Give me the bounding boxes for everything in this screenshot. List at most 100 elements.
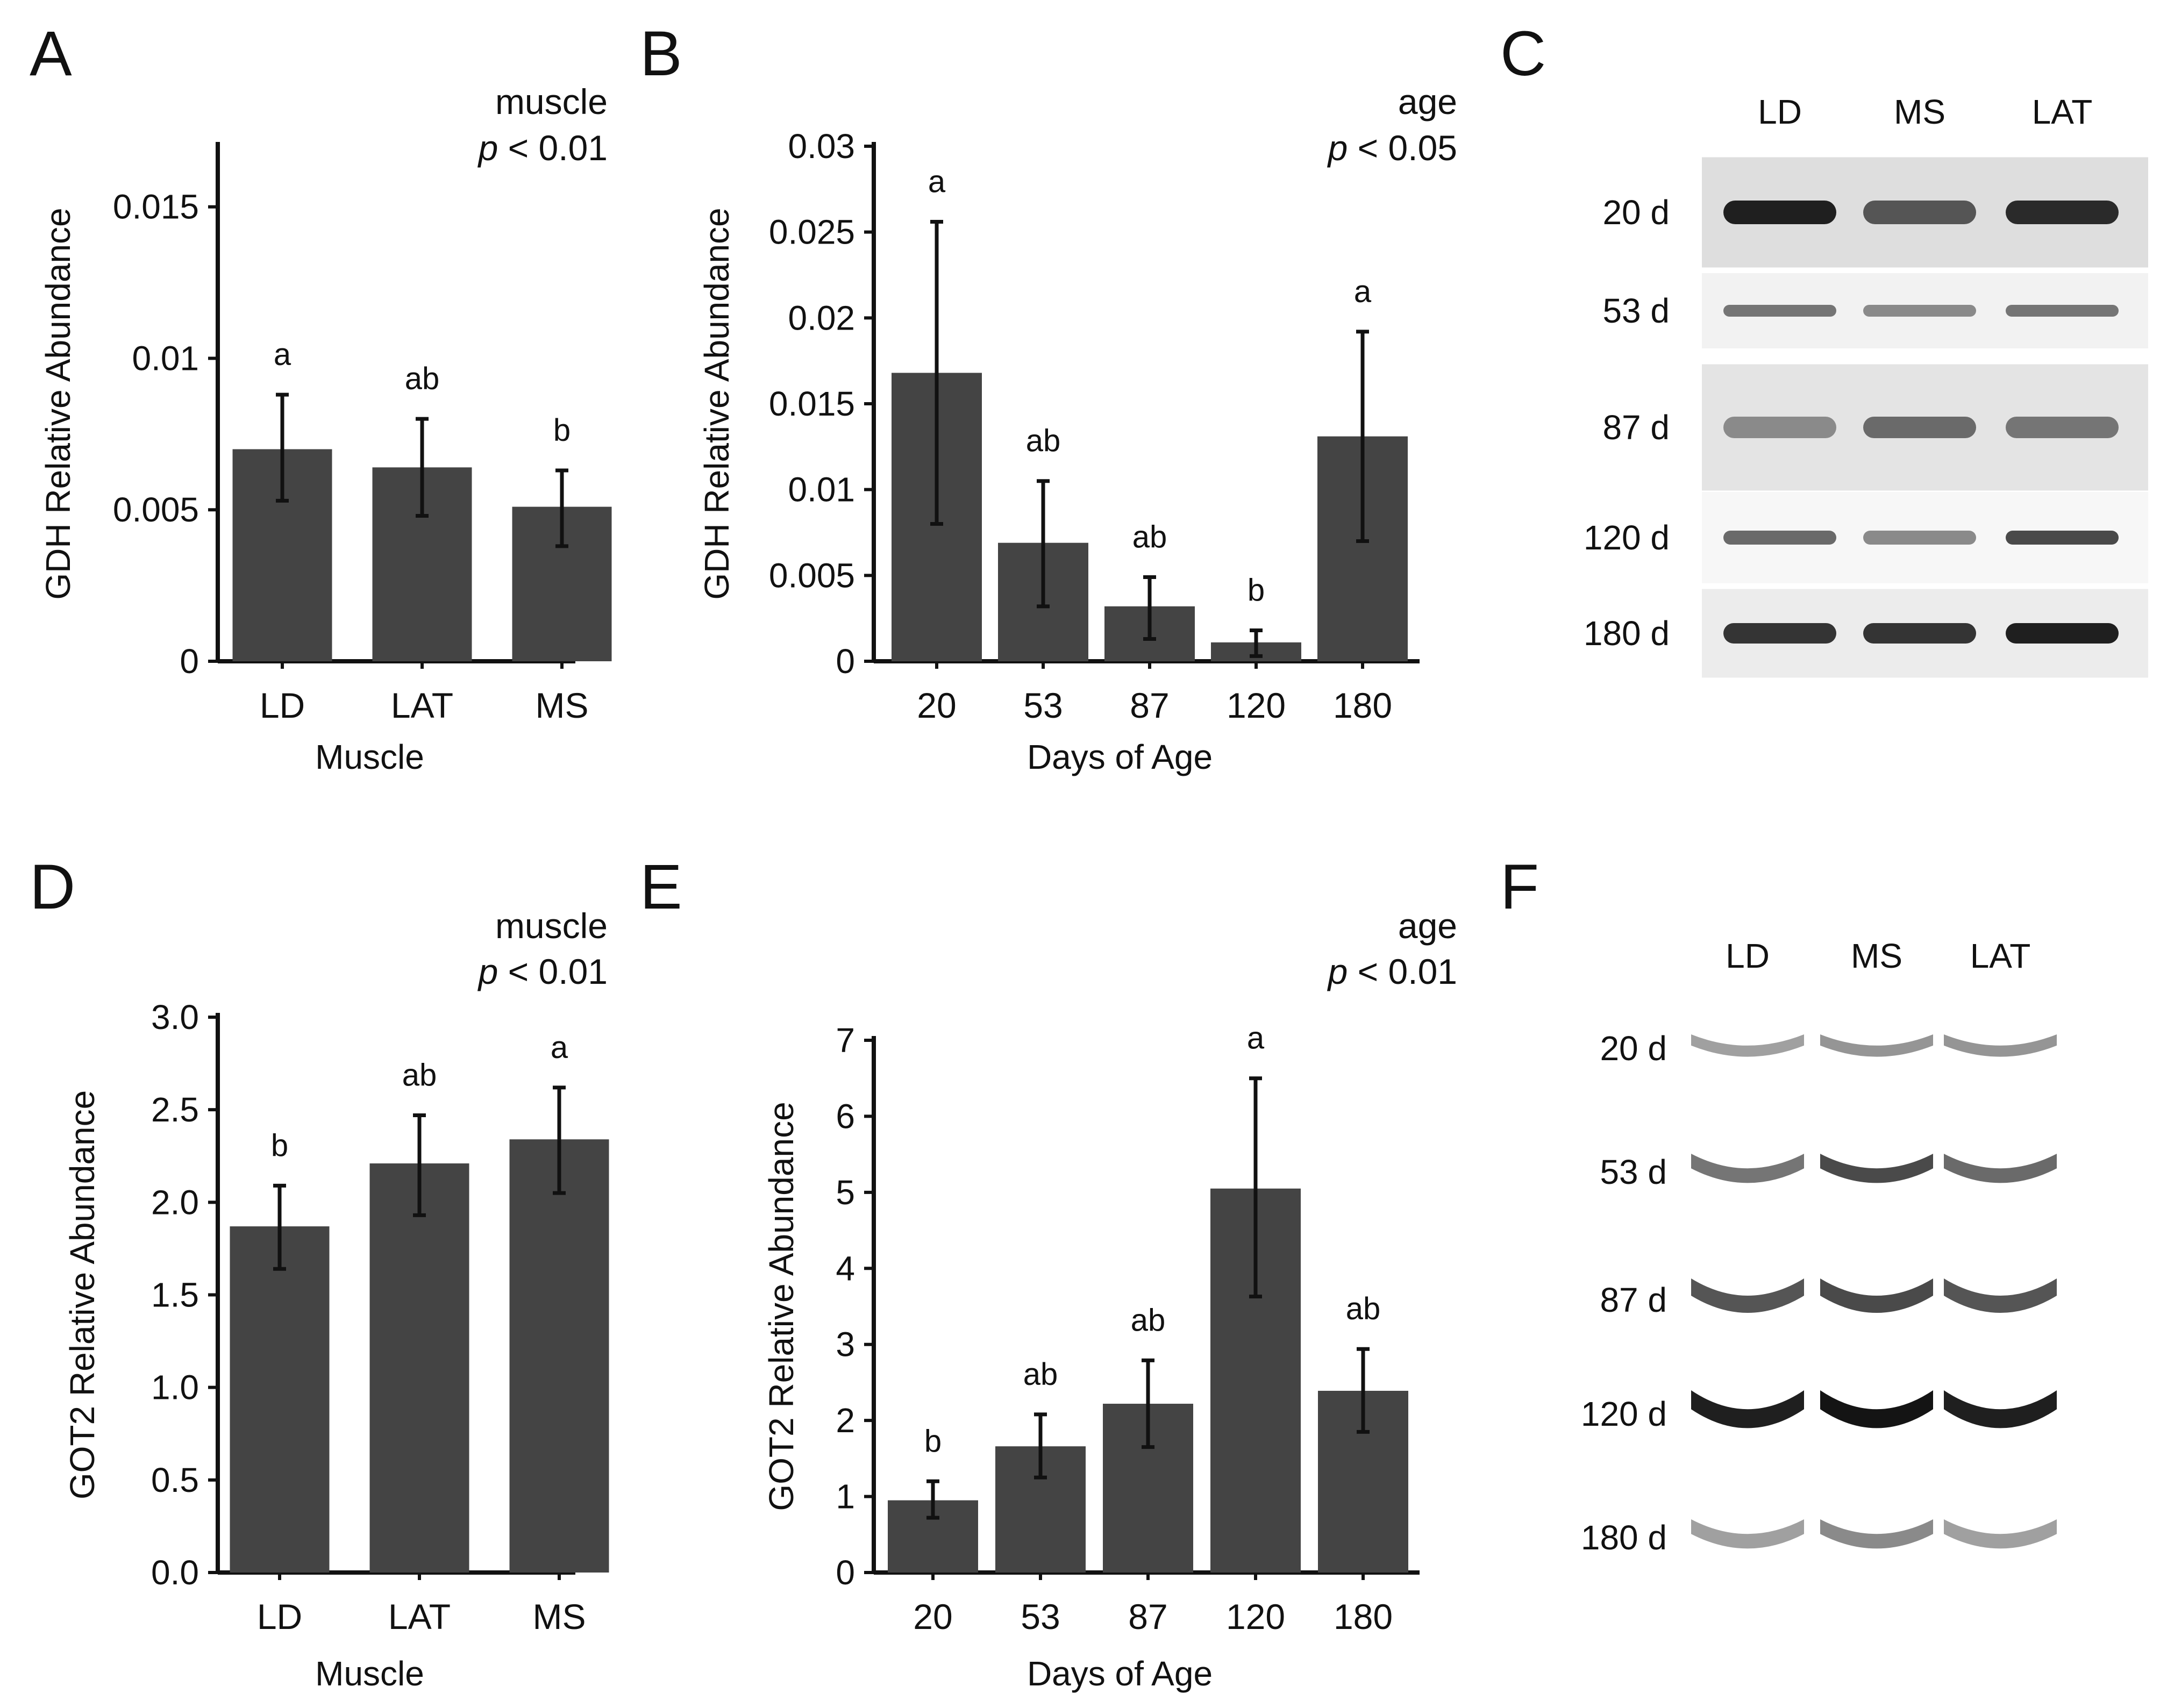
panel-b-y-tick-label: 0.02 [788, 298, 855, 337]
panel-a-y-tick-label: 0 [180, 642, 199, 681]
panel-f-blot-band [1691, 1390, 1804, 1428]
panel-c-row-label: 20 d [1602, 193, 1670, 232]
panel-a-stat-pvalue: p < 0.01 [477, 128, 608, 168]
panel-e-chart: E 0 1 2 3 4 5 6 7 b 20 ab 53 ab 87 a 120 ab 180 Days of Age… [640, 852, 1457, 1693]
panel-e-category-label: 87 [1128, 1597, 1167, 1636]
panel-e-y-tick-label: 2 [836, 1401, 855, 1440]
panel-e-y-tick-label: 0 [836, 1553, 855, 1592]
panel-a-significance-label: a [274, 337, 291, 372]
panel-d-stat-p-symbol: p [477, 952, 498, 991]
panel-c-blot-band [2006, 531, 2119, 545]
panel-b-category-label: 20 [917, 685, 956, 725]
panel-b-chart: B00.0050.010.0150.020.0250.03a20ab53ab87… [640, 18, 1457, 776]
panel-b-significance-label: b [1248, 573, 1265, 608]
panel-e-category-label: 120 [1226, 1597, 1285, 1636]
panel-d-y-tick-label: 2.0 [151, 1183, 199, 1221]
panel-a-chart: A 0 0.005 0.01 0.015 a LD ab LAT b MS Muscle GDH Rel… [30, 18, 612, 776]
panel-c-blot-band [1863, 417, 1976, 438]
panel-f-row-label: 53 d [1600, 1153, 1667, 1191]
panel-e-y-tick-label: 6 [836, 1097, 855, 1135]
panel-e-stat-pvalue: p < 0.01 [1327, 952, 1457, 991]
panel-c-row-label: 120 d [1584, 518, 1670, 557]
panel-c-lane-label: LD [1758, 92, 1802, 131]
panel-d-y-tick-label: 0.5 [151, 1461, 199, 1499]
panel-b-significance-label: a [1354, 274, 1372, 309]
panel-f-blot-band [1691, 1278, 1804, 1313]
panel-b-stat-threshold: < 0.05 [1348, 128, 1457, 168]
panel-f-row-label: 87 d [1600, 1281, 1667, 1319]
panel-b-stat-p-symbol: p [1327, 128, 1348, 168]
panel-b-y-tick-label: 0 [836, 642, 855, 681]
panel-c-blot-band [1863, 305, 1976, 317]
panel-a-stat-factor: muscle [495, 82, 608, 122]
panel-d-chart: D 0.0 0.5 1.0 1.5 2.0 2.5 3.0 b LD ab LAT a MS Muscle G… [30, 852, 609, 1693]
panel-b-significance-label: a [928, 165, 946, 199]
panel-e-y-tick-label: 4 [836, 1249, 855, 1288]
panel-a-x-axis-title: Muscle [315, 738, 424, 776]
panel-c-blot-band [1723, 623, 1836, 644]
panel-a-category-label: LD [260, 685, 305, 725]
panel-f-blot-band [1944, 1278, 2057, 1313]
panel-b-category-label: 180 [1333, 685, 1392, 725]
panel-f-blot-band [1691, 1154, 1804, 1183]
panel-f-blot-band [1820, 1390, 1933, 1428]
panel-d-stat-threshold: < 0.01 [498, 952, 608, 991]
panel-e-letter: E [640, 852, 682, 923]
panel-f-lane-label: MS [1851, 937, 1902, 975]
panel-d-y-tick-label: 2.5 [151, 1090, 199, 1129]
panel-e-y-tick-label: 7 [836, 1021, 855, 1060]
panel-a-y-tick-label: 0.015 [113, 188, 199, 226]
panel-f-blot-band [1820, 1034, 1933, 1057]
panel-d-y-tick-label: 1.0 [151, 1368, 199, 1407]
panel-c-letter: C [1500, 18, 1546, 89]
panel-f-row-label: 120 d [1581, 1395, 1667, 1433]
panel-a-category-label: MS [536, 685, 589, 725]
panel-b-y-tick-label: 0.015 [769, 384, 855, 423]
panel-e-y-tick-label: 1 [836, 1477, 855, 1516]
panel-d-bar [369, 1163, 469, 1573]
panel-e-y-tick-label: 5 [836, 1173, 855, 1212]
panel-e-stat-threshold: < 0.01 [1348, 952, 1457, 991]
panel-b-letter: B [640, 18, 682, 89]
panel-a-y-tick-label: 0.01 [132, 339, 199, 377]
panel-a-stat-p-symbol: p [477, 128, 498, 168]
panel-c-blot-band [1723, 531, 1836, 545]
panel-b-significance-label: ab [1132, 520, 1167, 555]
panel-b-stat-pvalue: p < 0.05 [1327, 128, 1457, 168]
panel-e-category-label: 180 [1334, 1597, 1393, 1636]
panel-c-blot-band [2006, 305, 2119, 317]
panel-c-row-label: 87 d [1602, 408, 1670, 447]
panel-c-row-label: 53 d [1602, 291, 1670, 330]
panel-d-y-tick-label: 1.5 [151, 1276, 199, 1314]
panel-e-x-axis-title: Days of Age [1027, 1654, 1213, 1693]
panel-a-y-tick-label: 0.005 [113, 490, 199, 529]
panel-f-western-blot: F LD MS LAT 20 d 53 d 87 d 120 d 180 d [1500, 852, 2057, 1557]
panel-f-lane-label: LD [1726, 937, 1770, 975]
panel-c-blot-band [2006, 417, 2119, 438]
panel-b-y-tick-label: 0.01 [788, 470, 855, 509]
panel-c-blot-band [1723, 201, 1836, 224]
panel-b-category-label: 120 [1227, 685, 1286, 725]
panel-f-blot-band [1820, 1154, 1933, 1183]
panel-c-blot-band [1723, 417, 1836, 438]
panel-e-significance-label: b [924, 1424, 942, 1459]
panel-d-category-label: LAT [388, 1597, 451, 1636]
panel-b-y-axis-title: GDH Relative Abundance [697, 208, 736, 599]
panel-f-letter: F [1500, 852, 1539, 923]
panel-f-blot-band [1820, 1278, 1933, 1313]
panel-f-blot-band [1691, 1034, 1804, 1057]
panel-c-lane-label: LAT [2032, 92, 2093, 131]
panel-d-bar [509, 1139, 609, 1573]
panel-d-stat-pvalue: p < 0.01 [477, 952, 608, 991]
panel-d-bar [230, 1226, 330, 1573]
panel-c-blot-band [1863, 623, 1976, 644]
panel-d-x-axis-title: Muscle [315, 1654, 424, 1693]
panel-b-significance-label: ab [1026, 424, 1061, 459]
panel-d-y-tick-label: 3.0 [151, 998, 199, 1037]
panel-a-y-axis-title: GDH Relative Abundance [39, 208, 77, 599]
panel-f-blot-band [1944, 1390, 2057, 1428]
panel-e-y-tick-label: 3 [836, 1325, 855, 1364]
panel-d-significance-label: a [551, 1030, 568, 1065]
panel-c-blot-band [1863, 201, 1976, 224]
